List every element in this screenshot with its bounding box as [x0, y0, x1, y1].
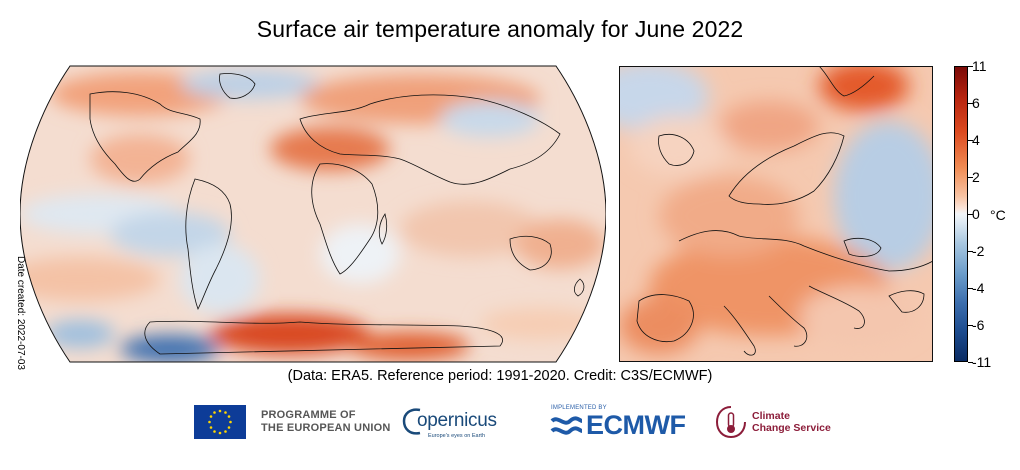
- colorbar-tick-label: -4: [972, 280, 985, 296]
- copernicus-tagline: Europe's eyes on Earth: [428, 433, 486, 439]
- colorbar-tick-mark: [968, 288, 973, 289]
- colorbar-tick-label: 0: [972, 206, 980, 222]
- eu-stars-icon: [208, 409, 232, 435]
- eu-flag-icon: [194, 405, 246, 439]
- europe-coastlines: [636, 66, 933, 356]
- colorbar-tick-label: -6: [972, 317, 985, 333]
- eu-text-line1: PROGRAMME OF: [261, 409, 356, 421]
- colorbar-tick-mark: [968, 251, 973, 252]
- climate-change-service-logo-text: Climate Change Service: [752, 410, 831, 434]
- world-anomaly-map: [20, 65, 606, 363]
- colorbar-tick-label: -2: [972, 243, 985, 259]
- ecmwf-wave-icon: [550, 416, 583, 435]
- colorbar-tick-mark: [968, 214, 973, 215]
- colorbar-tick-mark: [968, 177, 973, 178]
- eu-programme-logo-text: PROGRAMME OF THE EUROPEAN UNION: [261, 409, 391, 435]
- copernicus-c-icon: [402, 408, 421, 435]
- europe-map-border: [619, 66, 933, 362]
- colorbar-tick-label: -11: [972, 354, 992, 370]
- ccs-text-line1: Climate: [752, 410, 790, 422]
- data-credit-caption: (Data: ERA5. Reference period: 1991-2020…: [287, 368, 713, 384]
- world-anomaly-field: [20, 69, 605, 362]
- colorbar-tick-label: 2: [972, 169, 980, 185]
- europe-anomaly-map: [619, 66, 933, 362]
- colorbar-unit: °C: [990, 207, 1006, 223]
- colorbar: [954, 66, 968, 362]
- ccs-text-line2: Change Service: [752, 422, 831, 434]
- ecmwf-implemented-by: IMPLEMENTED BY: [551, 405, 607, 411]
- eu-text-line2: THE EUROPEAN UNION: [261, 422, 391, 434]
- climate-change-service-thermometer-icon: [715, 406, 746, 439]
- colorbar-tick-mark: [968, 362, 973, 363]
- colorbar-tick-label: 6: [972, 95, 980, 111]
- world-map-border: [20, 65, 606, 363]
- europe-anomaly-field: [619, 66, 933, 354]
- copernicus-logo-text: opernicus: [417, 410, 497, 431]
- chart-title: Surface air temperature anomaly for June…: [256, 16, 744, 42]
- colorbar-tick-label: 4: [972, 132, 980, 148]
- colorbar-tick-label: 11: [972, 58, 987, 74]
- colorbar-tick-mark: [968, 66, 973, 67]
- ecmwf-logo-text: ECMWF: [586, 410, 686, 440]
- colorbar-tick-mark: [968, 325, 973, 326]
- colorbar-tick-mark: [968, 140, 973, 141]
- world-coastlines: [89, 73, 585, 355]
- colorbar-tick-mark: [968, 103, 973, 104]
